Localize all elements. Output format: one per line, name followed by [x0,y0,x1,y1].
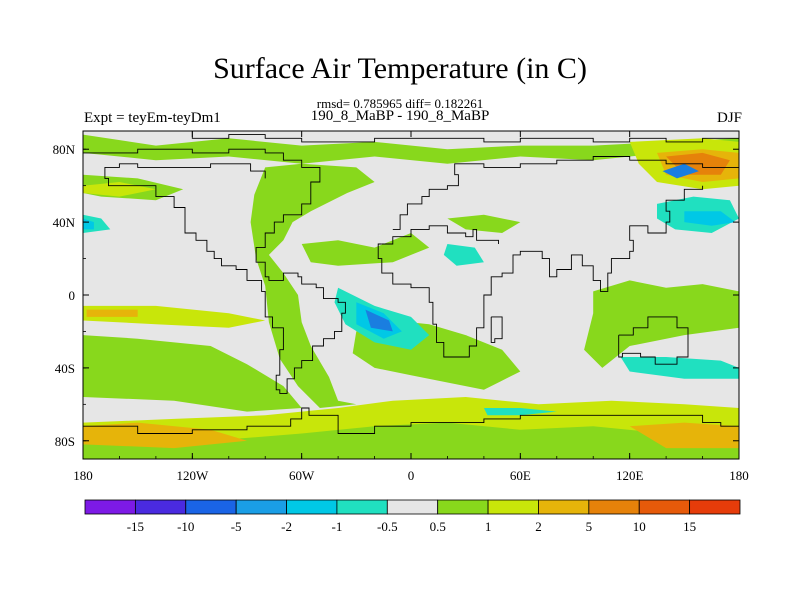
stats-line: rmsd= 0.785965 diff= 0.182261 [316,96,484,111]
x-tick-label-4: 60E [510,468,531,483]
colorbar-label-2: -5 [231,519,242,534]
contour-region-14 [629,422,739,449]
colorbar-box-11 [638,499,691,515]
x-tick-label-1: 120W [176,468,209,483]
colorbar-label-7: 1 [485,519,492,534]
x-tick-label-0: 180 [73,468,93,483]
y-tick-label-4: 80S [55,434,75,449]
coastline-4 [381,225,499,245]
colorbar-label-6: 0.5 [430,519,446,534]
contour-region-13 [83,422,247,449]
colorbar-label-4: -1 [332,519,343,534]
colorbar-label-8: 2 [535,519,542,534]
coastlines [83,131,739,434]
y-tick-label-1: 40N [53,215,76,230]
coastline-7 [490,316,503,343]
colorbar-box-4 [286,499,338,515]
coastline-1 [83,148,346,394]
map-title: Surface Air Temperature (in C) [213,52,587,85]
colorbar-box-7 [437,499,489,515]
coastline-6 [83,407,739,434]
colorbar-label-3: -2 [281,519,292,534]
contour-region-20 [620,357,739,379]
contour-region-8 [447,214,521,233]
contour-regions [83,134,739,459]
contour-region-23 [483,408,557,416]
x-tick-label-3: 0 [408,468,415,483]
coastline-0 [83,131,739,143]
coastline-3 [377,185,704,358]
coastline-5 [618,316,689,365]
colorbar-box-10 [588,499,640,515]
colorbar-box-1 [134,499,187,515]
colorbar-box-3 [235,499,287,515]
contour-region-28 [662,163,699,179]
y-tick-label-0: 80N [53,142,76,157]
colorbar-box-2 [185,499,237,515]
colorbar-box-5 [336,499,388,515]
colorbar-box-0 [84,499,136,515]
contour-region-27 [365,309,393,332]
colorbar-box-12 [689,499,741,515]
y-tick-label-3: 40S [55,361,75,376]
contour-region-12 [83,182,156,197]
y-axis-ticks: 80N 40N 0 40S 80S [53,142,739,449]
colorbar-label-5: -0.5 [377,519,398,534]
colorbar-box-8 [487,499,539,515]
contour-region-7 [301,233,430,266]
experiment-label: Expt = teyEm-teyDm1 [84,110,221,126]
colorbar: -15 -10 -5 -2 -1 -0.5 0.5 1 2 5 10 15 [84,499,741,534]
coastline-2 [392,156,739,230]
contour-region-22 [443,244,484,266]
contour-region-6 [584,280,739,368]
contour-region-25 [684,211,736,226]
colorbar-label-0: -15 [127,519,144,534]
season-label: DJF [716,110,742,126]
contour-region-0 [83,134,739,164]
colorbar-box-9 [538,499,590,515]
x-axis-ticks: 180 120W 60W 0 60E 120E 180 [73,131,749,483]
subtitle: 190_8_MaBP - 190_8_MaBP [310,108,490,124]
colorbar-label-11: 15 [683,519,696,534]
contour-region-2 [250,163,375,408]
x-tick-label-6: 180 [729,468,749,483]
contour-region-26 [83,218,94,230]
y-tick-label-2: 0 [69,288,76,303]
contour-region-15 [86,309,138,317]
colorbar-box-6 [386,499,439,515]
colorbar-label-1: -10 [177,519,194,534]
x-tick-label-2: 60W [289,468,315,483]
x-tick-label-5: 120E [616,468,644,483]
colorbar-label-10: 10 [633,519,646,534]
colorbar-label-9: 5 [586,519,593,534]
contour-region-3 [83,335,302,412]
